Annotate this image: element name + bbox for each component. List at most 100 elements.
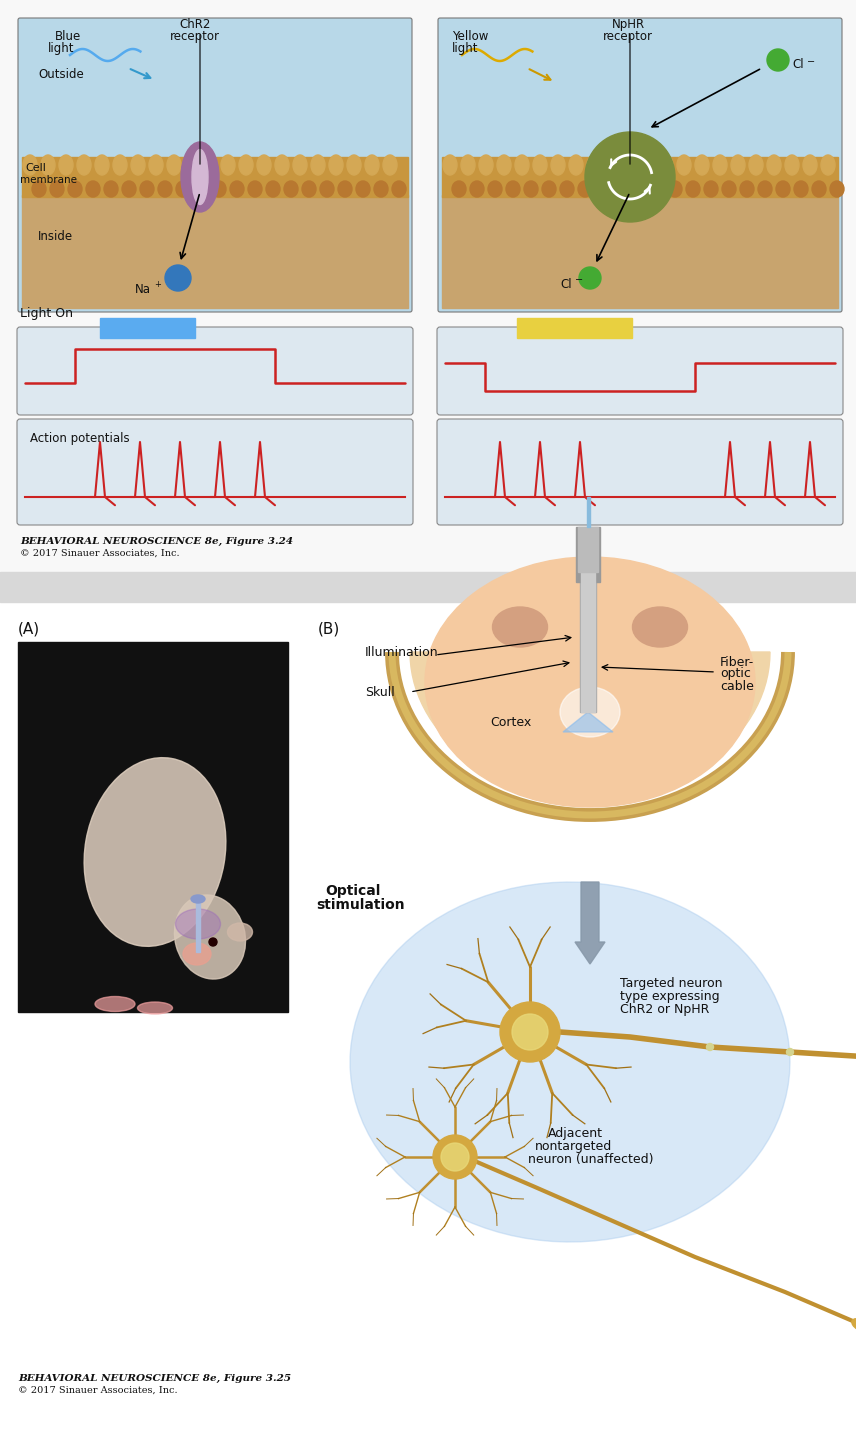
Text: Yellow: Yellow bbox=[452, 30, 489, 43]
Ellipse shape bbox=[560, 182, 574, 198]
Ellipse shape bbox=[84, 757, 226, 946]
Ellipse shape bbox=[633, 607, 687, 647]
Ellipse shape bbox=[320, 182, 334, 198]
Ellipse shape bbox=[131, 154, 145, 174]
Ellipse shape bbox=[59, 154, 73, 174]
Bar bbox=[18, 642, 288, 1012]
Ellipse shape bbox=[758, 182, 772, 198]
Ellipse shape bbox=[140, 182, 154, 198]
FancyBboxPatch shape bbox=[17, 420, 413, 525]
Text: Adjacent: Adjacent bbox=[548, 1128, 603, 1141]
Text: Cell: Cell bbox=[25, 163, 46, 173]
Text: Cl: Cl bbox=[560, 277, 572, 290]
Bar bbox=[0, 572, 856, 601]
Text: light: light bbox=[452, 42, 479, 55]
Ellipse shape bbox=[515, 154, 529, 174]
Ellipse shape bbox=[551, 154, 565, 174]
Ellipse shape bbox=[461, 154, 475, 174]
Ellipse shape bbox=[392, 182, 406, 198]
Circle shape bbox=[579, 267, 601, 288]
Circle shape bbox=[433, 1135, 477, 1180]
Text: Illumination: Illumination bbox=[365, 646, 438, 659]
Text: © 2017 Sinauer Associates, Inc.: © 2017 Sinauer Associates, Inc. bbox=[20, 549, 180, 558]
Ellipse shape bbox=[524, 182, 538, 198]
Ellipse shape bbox=[248, 182, 262, 198]
Ellipse shape bbox=[293, 154, 307, 174]
Text: Optical: Optical bbox=[325, 884, 380, 898]
Text: −: − bbox=[807, 58, 815, 66]
Ellipse shape bbox=[365, 154, 379, 174]
Bar bbox=[100, 319, 195, 337]
Bar bbox=[442, 195, 838, 309]
Ellipse shape bbox=[452, 182, 466, 198]
Ellipse shape bbox=[158, 182, 172, 198]
Ellipse shape bbox=[275, 154, 289, 174]
Text: Light On: Light On bbox=[20, 307, 73, 320]
Circle shape bbox=[787, 1048, 794, 1056]
Ellipse shape bbox=[794, 182, 808, 198]
Text: Action potentials: Action potentials bbox=[30, 433, 129, 446]
Ellipse shape bbox=[740, 182, 754, 198]
Text: Na: Na bbox=[135, 283, 151, 296]
Bar bbox=[580, 572, 596, 712]
Ellipse shape bbox=[95, 996, 135, 1011]
Ellipse shape bbox=[852, 1319, 856, 1331]
Bar bbox=[578, 526, 598, 572]
Ellipse shape bbox=[183, 943, 211, 965]
Ellipse shape bbox=[713, 154, 727, 174]
Ellipse shape bbox=[194, 182, 208, 198]
Ellipse shape bbox=[138, 1002, 173, 1014]
Ellipse shape bbox=[356, 182, 370, 198]
Circle shape bbox=[512, 1014, 548, 1050]
Bar bbox=[517, 319, 632, 337]
Ellipse shape bbox=[50, 182, 64, 198]
Bar bbox=[22, 157, 408, 198]
Text: ChR2 or NpHR: ChR2 or NpHR bbox=[620, 1004, 710, 1017]
Text: Skull: Skull bbox=[365, 685, 395, 698]
Ellipse shape bbox=[191, 895, 205, 903]
Text: NpHR: NpHR bbox=[611, 17, 645, 30]
Text: −: − bbox=[575, 275, 583, 286]
Ellipse shape bbox=[569, 154, 583, 174]
Ellipse shape bbox=[767, 154, 781, 174]
Ellipse shape bbox=[585, 133, 675, 222]
Ellipse shape bbox=[257, 154, 271, 174]
Ellipse shape bbox=[470, 182, 484, 198]
Ellipse shape bbox=[86, 182, 100, 198]
Ellipse shape bbox=[776, 182, 790, 198]
Text: Inside: Inside bbox=[38, 231, 73, 244]
Ellipse shape bbox=[374, 182, 388, 198]
Ellipse shape bbox=[821, 154, 835, 174]
Ellipse shape bbox=[605, 154, 619, 174]
Ellipse shape bbox=[230, 182, 244, 198]
Ellipse shape bbox=[641, 154, 655, 174]
FancyBboxPatch shape bbox=[18, 17, 412, 311]
Ellipse shape bbox=[181, 141, 219, 212]
Ellipse shape bbox=[578, 182, 592, 198]
Circle shape bbox=[209, 937, 217, 946]
Ellipse shape bbox=[686, 182, 700, 198]
Ellipse shape bbox=[192, 150, 208, 205]
Polygon shape bbox=[350, 883, 790, 1242]
FancyBboxPatch shape bbox=[437, 420, 843, 525]
Ellipse shape bbox=[542, 182, 556, 198]
Ellipse shape bbox=[311, 154, 325, 174]
Ellipse shape bbox=[383, 154, 397, 174]
Ellipse shape bbox=[302, 182, 316, 198]
Ellipse shape bbox=[228, 923, 253, 942]
FancyArrow shape bbox=[575, 883, 605, 965]
Ellipse shape bbox=[749, 154, 763, 174]
Ellipse shape bbox=[212, 182, 226, 198]
Ellipse shape bbox=[650, 182, 664, 198]
Ellipse shape bbox=[347, 154, 361, 174]
Ellipse shape bbox=[329, 154, 343, 174]
Ellipse shape bbox=[149, 154, 163, 174]
Text: Fiber-: Fiber- bbox=[720, 656, 754, 669]
Ellipse shape bbox=[488, 182, 502, 198]
Text: ChR2: ChR2 bbox=[179, 17, 211, 30]
FancyBboxPatch shape bbox=[17, 327, 413, 415]
Text: light: light bbox=[48, 42, 74, 55]
Ellipse shape bbox=[221, 154, 235, 174]
Ellipse shape bbox=[614, 182, 628, 198]
Ellipse shape bbox=[284, 182, 298, 198]
